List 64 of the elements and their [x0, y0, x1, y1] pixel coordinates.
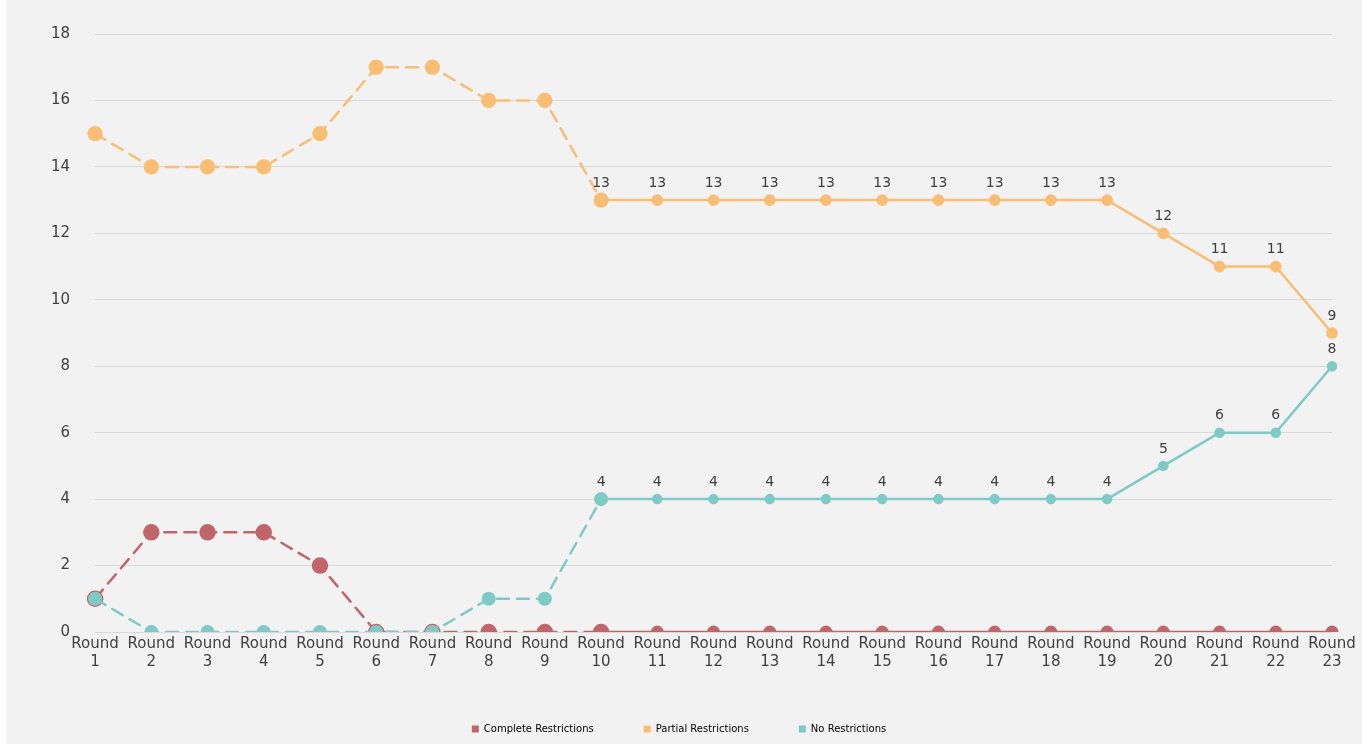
data-label: 13 — [873, 173, 892, 190]
data-label: 5 — [1158, 439, 1168, 456]
x-tick-label: Round 16 — [914, 633, 963, 670]
data-label: 11 — [1266, 240, 1285, 257]
x-tick-label: Round 11 — [633, 633, 682, 670]
data-label: 13 — [704, 173, 723, 190]
x-tick-label: Round 14 — [802, 633, 850, 670]
x-tick-label: Round 13 — [746, 633, 794, 670]
data-label: 9 — [1327, 306, 1337, 323]
y-tick-label: 2 — [60, 555, 71, 574]
y-tick-label: 14 — [50, 156, 71, 175]
legend-label: Complete Restrictions — [483, 722, 594, 734]
x-tick-label: Round 12 — [689, 633, 738, 670]
y-tick-label: 16 — [50, 90, 71, 109]
data-label: 4 — [652, 472, 662, 489]
data-label: 8 — [1327, 339, 1337, 356]
x-tick-label: Round 23 — [1308, 633, 1356, 670]
x-tick-label: Round 3 — [183, 633, 232, 670]
data-label: 13 — [985, 173, 1004, 190]
y-tick-label: 4 — [60, 489, 71, 507]
x-tick-label: Round 19 — [1083, 633, 1131, 670]
x-tick-label: Round 22 — [1252, 633, 1300, 670]
x-tick-label: Round 5 — [296, 633, 344, 670]
data-label: 4 — [877, 472, 887, 489]
data-label: 4 — [1046, 472, 1056, 489]
x-tick-label: Round 20 — [1139, 633, 1188, 670]
data-label: 13 — [1098, 173, 1117, 190]
y-tick-label: 10 — [50, 289, 71, 308]
legend-label: Partial Restrictions — [655, 722, 749, 734]
x-tick-label: Round 18 — [1027, 633, 1075, 670]
x-tick-label: Round 1 — [71, 633, 119, 670]
y-tick-label: 0 — [60, 621, 71, 640]
data-label: 13 — [592, 173, 611, 190]
data-label: 11 — [1210, 240, 1229, 257]
data-label: 13 — [817, 173, 835, 190]
data-label: 13 — [929, 173, 948, 190]
y-tick-label: 12 — [50, 223, 71, 242]
data-label: 6 — [1271, 406, 1281, 423]
data-label: 4 — [1102, 472, 1112, 489]
legend-label: No Restrictions — [810, 722, 887, 734]
x-tick-label: Round 10 — [577, 633, 625, 670]
data-label: 13 — [760, 173, 779, 190]
data-label: 12 — [1154, 206, 1173, 223]
y-tick-label: 6 — [60, 422, 71, 441]
data-label: 13 — [1041, 173, 1060, 190]
data-label: 13 — [648, 173, 667, 190]
y-tick-label: 18 — [50, 23, 71, 42]
x-tick-label: Round 8 — [464, 633, 513, 670]
data-label: 4 — [709, 472, 719, 489]
x-tick-label: Round 9 — [521, 633, 569, 670]
data-label: 4 — [596, 472, 606, 489]
x-tick-label: Round 17 — [970, 633, 1019, 670]
data-label: 4 — [765, 472, 775, 489]
data-label: 4 — [933, 472, 943, 489]
x-tick-label: Round 6 — [352, 633, 400, 670]
data-label: 6 — [1215, 406, 1225, 423]
x-tick-label: Round 4 — [240, 633, 288, 670]
x-tick-label: Round 7 — [408, 633, 457, 670]
x-tick-label: Round 21 — [1195, 633, 1244, 670]
y-tick-label: 8 — [60, 356, 71, 375]
x-tick-label: Round 2 — [127, 633, 176, 670]
data-label: 4 — [821, 472, 831, 489]
data-label: 4 — [990, 472, 1000, 489]
x-tick-label: Round 15 — [858, 633, 906, 670]
